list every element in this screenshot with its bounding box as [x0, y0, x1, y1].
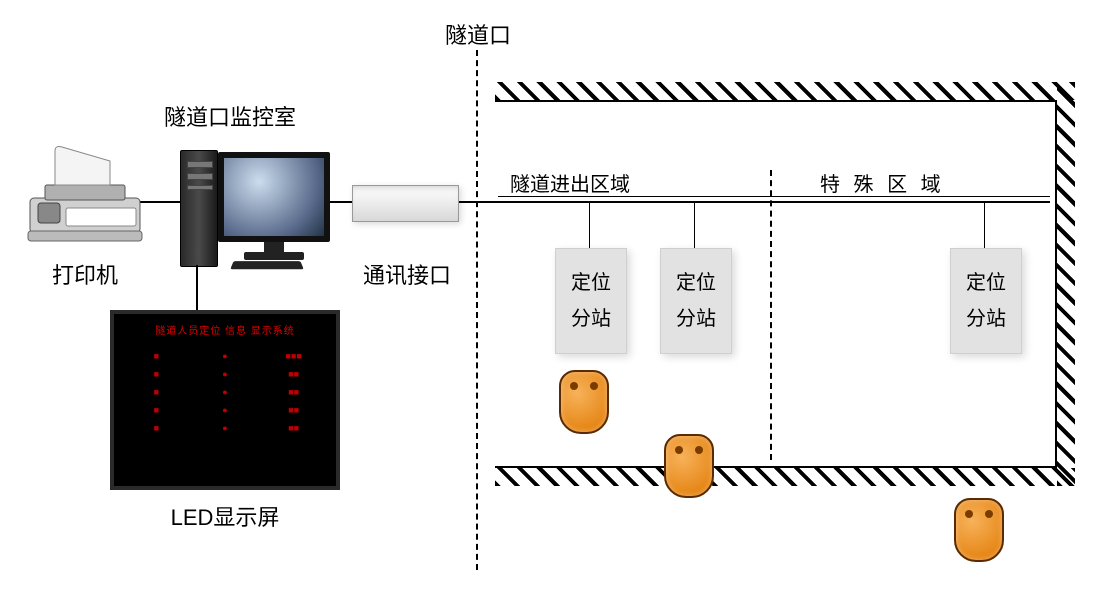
station-3-line2: 分站	[966, 301, 1006, 337]
printer-icon	[20, 143, 150, 248]
tunnel-entrance-title: 隧道口	[438, 18, 518, 50]
keyboard-icon	[230, 261, 304, 269]
led-rows: ■●■■■ ■●■■ ■●■■ ■●■■ ■●■■	[122, 351, 328, 433]
entry-area-end-dashline	[770, 170, 772, 460]
tunnel-inner-top	[495, 100, 1057, 102]
area-labels-underline	[498, 196, 1050, 197]
tag-2-icon	[664, 434, 714, 498]
special-area-label: 特 殊 区 域	[820, 168, 945, 197]
computer-tower-icon	[180, 150, 218, 267]
tunnel-inner-bottom	[495, 466, 1057, 468]
tag-1-icon	[559, 370, 609, 434]
monitor-icon	[218, 152, 330, 260]
tunnel-entrance-dashline	[476, 50, 478, 570]
tunnel-hatch-bottom	[495, 468, 1075, 486]
station-2-line1: 定位	[676, 265, 716, 301]
led-title-text: 隧道人员定位 信息 显示系统	[122, 322, 328, 337]
tunnel-inner-right	[1055, 100, 1057, 468]
station-1-line1: 定位	[571, 265, 611, 301]
station-1-dropline	[589, 203, 590, 248]
station-2-line2: 分站	[676, 301, 716, 337]
station-3-dropline	[984, 203, 985, 248]
station-2: 定位 分站	[660, 248, 732, 354]
comm-interface-label: 通讯接口	[352, 258, 462, 290]
control-room-label: 隧道口监控室	[140, 100, 320, 132]
led-display-label: LED显示屏	[155, 500, 295, 532]
station-3-line1: 定位	[966, 265, 1006, 301]
tunnel-hatch-right	[1057, 82, 1075, 486]
tag-3-icon	[954, 498, 1004, 562]
comm-interface-icon	[352, 185, 459, 222]
station-1: 定位 分站	[555, 248, 627, 354]
station-2-dropline	[694, 203, 695, 248]
tunnel-hatch-top	[495, 82, 1075, 100]
entry-area-label: 隧道进出区域	[510, 168, 630, 197]
station-3: 定位 分站	[950, 248, 1022, 354]
tower-to-led-line	[196, 265, 198, 310]
station-1-line2: 分站	[571, 301, 611, 337]
led-display-icon: 隧道人员定位 信息 显示系统 ■●■■■ ■●■■ ■●■■ ■●■■ ■●■■	[110, 310, 340, 490]
printer-label: 打印机	[40, 258, 130, 290]
